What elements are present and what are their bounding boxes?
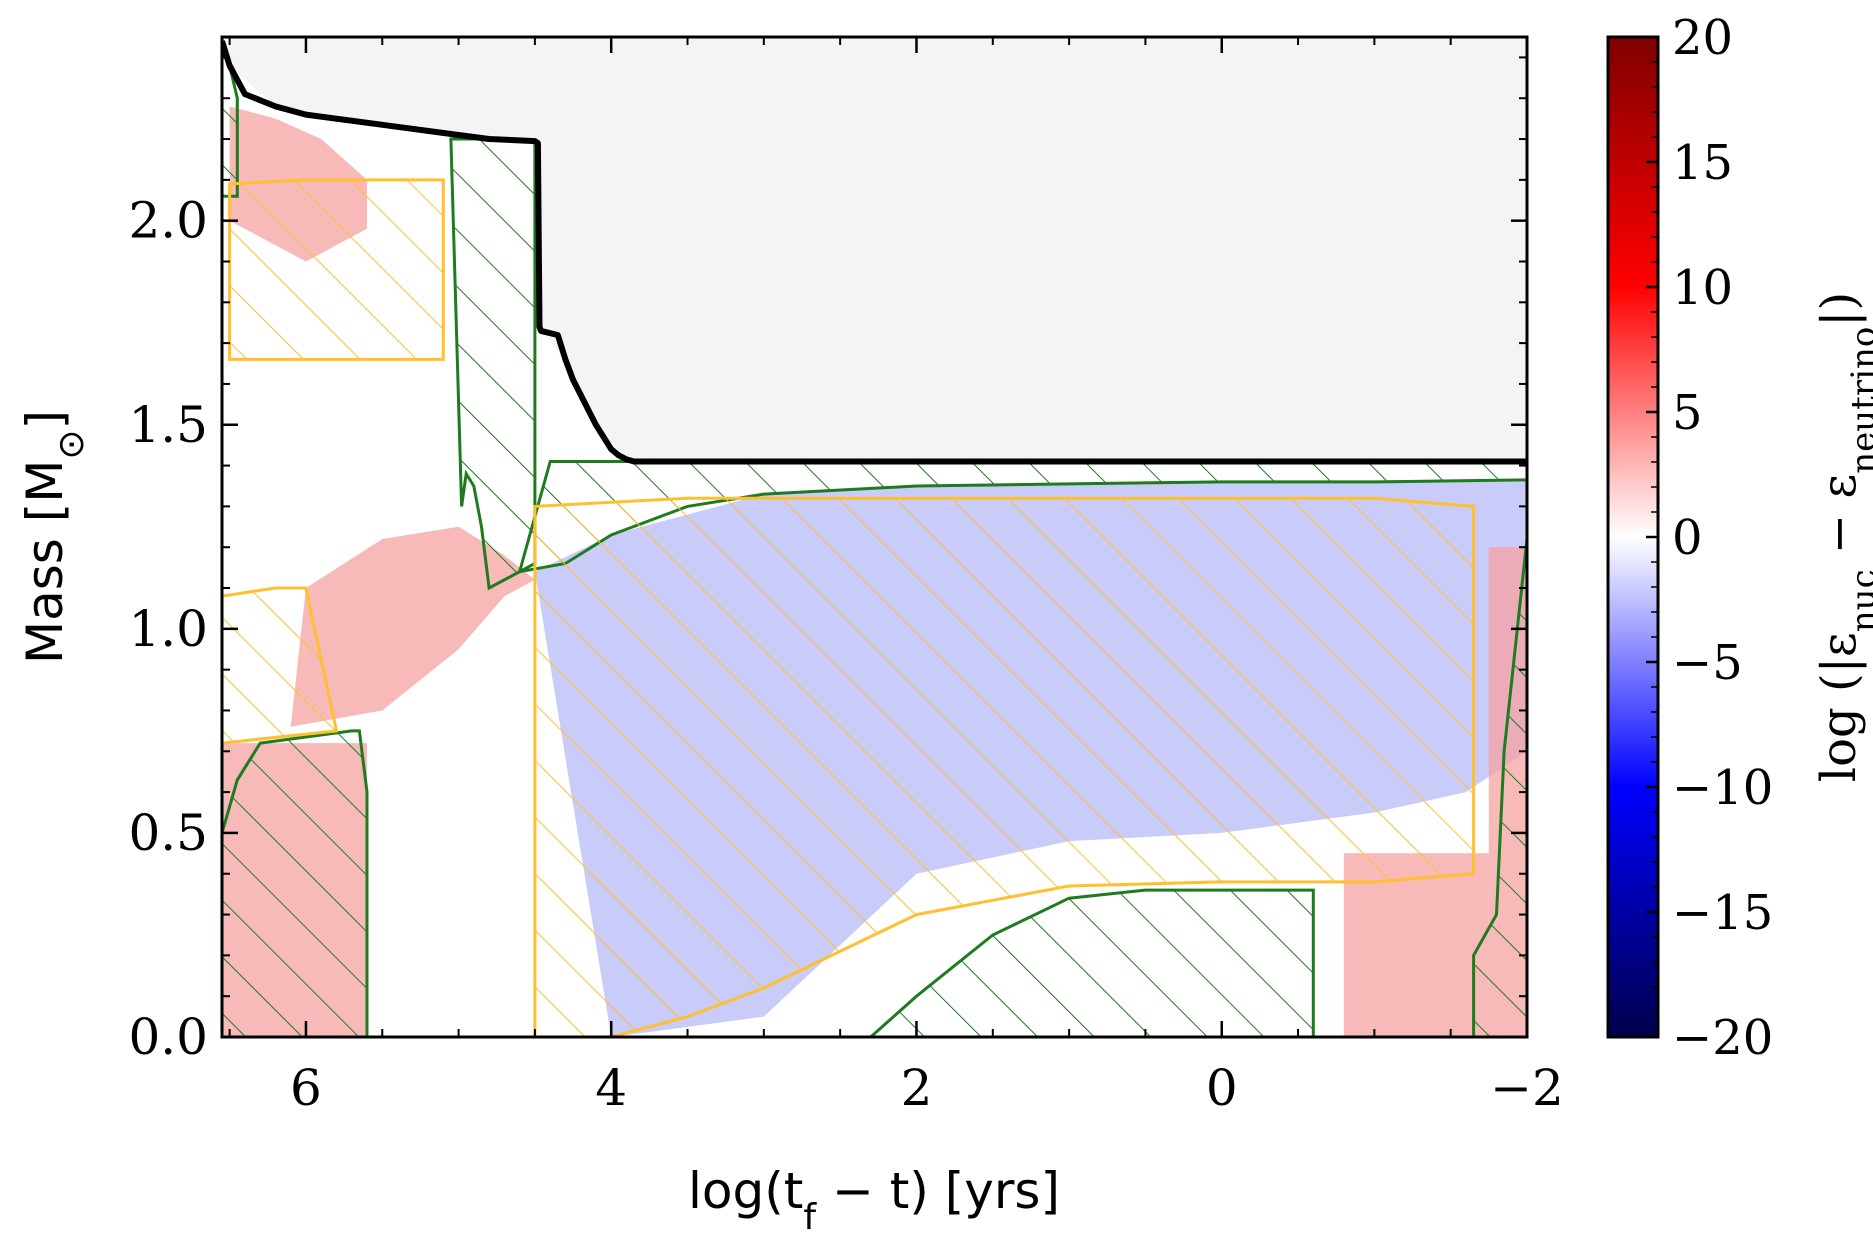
- colorbar-label-post: |): [1811, 292, 1867, 327]
- y-tick-label: 1.0: [128, 600, 208, 658]
- colorbar-tick-label: 10: [1672, 260, 1733, 316]
- colorbar-tick-label: 15: [1672, 135, 1733, 191]
- plot-frame: [220, 35, 1529, 1039]
- x-tick-label: 6: [290, 1059, 322, 1117]
- colorbar-label-sub1: nuc: [1844, 569, 1873, 632]
- overshoot-region-6: [228, 178, 445, 361]
- colorbar-label-mid: − ε: [1811, 474, 1867, 570]
- y-axis-ticks: 0.0 0.5 1.0 1.5 2.0: [128, 56, 1527, 1066]
- x-tick-label: 0: [1206, 1059, 1238, 1117]
- field-burning-3: [290, 526, 535, 727]
- colorbar-ticks: 20 15 10 5 0 −5 −10 −15 −20: [1646, 10, 1773, 1066]
- x-axis-label-post: − t) [yrs]: [816, 1162, 1060, 1220]
- y-tick-label: 1.5: [128, 396, 208, 454]
- y-axis-label: Mass [M⊙]: [16, 410, 92, 664]
- colorbar-tick-label: 0: [1672, 510, 1703, 566]
- overshoot-region-7: [222, 586, 339, 745]
- convective-region-4: [1313, 538, 1527, 1037]
- convective-region-5: [868, 888, 1315, 1037]
- total-mass-layer: [222, 40, 1527, 465]
- x-tick-label: 2: [901, 1059, 933, 1117]
- colorbar-label-pre: log (|ε: [1811, 632, 1867, 782]
- y-tick-label: 2.0: [128, 192, 208, 250]
- colorbar-tick-label: 5: [1672, 385, 1703, 441]
- y-tick-label: 0.5: [128, 804, 208, 862]
- y-axis-label-sub: ⊙: [51, 429, 92, 459]
- y-axis-label-pre: Mass [M: [16, 460, 74, 664]
- y-tick-label: 0.0: [128, 1008, 208, 1066]
- overshoot-region-8: [533, 496, 1476, 1037]
- x-axis-label-pre: log(t: [688, 1162, 803, 1220]
- x-axis-label-sub: f: [803, 1197, 817, 1233]
- colorbar-tick-label: −10: [1672, 760, 1773, 816]
- field-beyond-star-0: [222, 37, 1527, 462]
- y-axis-label-post: ]: [16, 410, 74, 430]
- x-axis-label: log(tf − t) [yrs]: [688, 1162, 1060, 1233]
- field-burning-6: [1343, 853, 1489, 1037]
- x-tick-label: 4: [595, 1059, 627, 1117]
- colorbar-tick-label: −15: [1672, 885, 1773, 941]
- colorbar-tick-label: −20: [1672, 1010, 1773, 1066]
- colorbar-label-sub2: neutrino: [1844, 327, 1873, 474]
- colorbar-label: log (|εnuc − εneutrino|): [1811, 292, 1873, 782]
- colorbar-tick-label: −5: [1672, 635, 1743, 691]
- convective-region-3: [222, 729, 369, 1037]
- colorbar-tick-label: 20: [1672, 10, 1733, 66]
- total-mass-line: [222, 40, 1527, 465]
- mixing-region-layer: [222, 40, 1527, 1037]
- x-tick-label: −2: [1490, 1059, 1564, 1117]
- x-axis-ticks: 6 4 2 0 −2: [228, 37, 1564, 1117]
